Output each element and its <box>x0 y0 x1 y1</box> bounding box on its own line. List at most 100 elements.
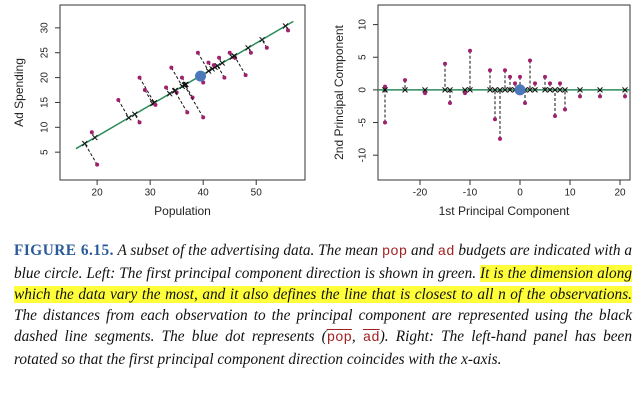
point <box>518 74 522 79</box>
point <box>598 94 602 99</box>
point <box>578 94 582 99</box>
projection <box>547 87 553 93</box>
projection <box>282 23 289 29</box>
point <box>383 84 387 89</box>
projection <box>497 87 503 93</box>
x-axis-label: Population <box>154 204 211 218</box>
point <box>558 81 562 86</box>
x-tick-label: -20 <box>413 188 428 199</box>
projection <box>527 87 533 93</box>
projection <box>507 87 513 93</box>
point <box>222 75 227 80</box>
point <box>137 120 142 125</box>
point <box>211 63 216 68</box>
y-tick-label: 20 <box>40 72 51 84</box>
x-tick-label: -10 <box>463 188 478 199</box>
point <box>423 91 427 96</box>
projection <box>422 87 428 93</box>
point <box>206 60 211 65</box>
projection <box>577 87 583 93</box>
point <box>508 74 512 79</box>
projection <box>502 87 508 93</box>
x-axis-label: 1st Principal Component <box>439 204 570 218</box>
y-tick-label: 10 <box>40 121 51 133</box>
projection <box>442 87 448 93</box>
projection <box>552 87 558 93</box>
point <box>89 130 94 135</box>
point <box>383 120 387 125</box>
y-tick-label: 15 <box>40 96 51 108</box>
point <box>286 28 291 33</box>
x-tick-label: 20 <box>92 188 104 199</box>
caption-text: A subset of the advertising data. The me… <box>113 242 382 259</box>
x-tick-label: 30 <box>145 188 157 199</box>
projection <box>131 111 138 118</box>
point <box>243 73 248 78</box>
mean-point <box>195 70 207 82</box>
y-tick-label: 0 <box>358 87 369 93</box>
x-tick-label: 10 <box>564 188 576 199</box>
point <box>548 81 552 86</box>
figure: 20 30 40 50 5 10 15 20 25 30 Population Ad Spending… <box>12 4 631 218</box>
point <box>488 68 492 73</box>
plot-frame <box>59 4 306 181</box>
point <box>543 74 547 79</box>
residual <box>84 143 98 165</box>
point <box>185 110 190 115</box>
point <box>264 45 269 50</box>
caption-text: budgets are indicated with a blue circle… <box>14 242 633 282</box>
point <box>623 94 627 99</box>
projection <box>92 134 98 141</box>
point <box>523 100 527 105</box>
code: pop <box>381 244 408 260</box>
x-tick-label: 0 <box>517 188 523 199</box>
projection <box>181 82 188 89</box>
projection <box>487 87 493 93</box>
projection <box>467 87 473 93</box>
x-tick-label: 20 <box>614 188 626 199</box>
y-axis-label: Ad Spending <box>12 58 26 127</box>
point <box>116 97 121 102</box>
residual <box>217 65 225 78</box>
projection <box>171 88 178 94</box>
point <box>179 75 184 80</box>
projection <box>447 87 453 93</box>
caption-text: ). Right: The left-hand panel has been r… <box>14 328 632 368</box>
residual <box>139 77 155 104</box>
projection <box>259 36 265 43</box>
y-tick-label: 30 <box>40 22 51 34</box>
y-tick-label: 5 <box>40 149 51 155</box>
caption: FIGURE 6.15. A subset of the advertising… <box>14 240 633 370</box>
caption-text: and <box>407 242 438 259</box>
point <box>142 88 147 93</box>
projection <box>166 90 173 97</box>
residual <box>183 84 204 118</box>
projection <box>81 140 88 147</box>
point <box>448 100 452 105</box>
point <box>137 75 142 80</box>
x-tick-label: 40 <box>198 188 210 199</box>
residual <box>170 67 183 87</box>
y-tick-label: 25 <box>40 47 51 59</box>
residual <box>233 55 247 76</box>
projection <box>597 87 603 93</box>
point <box>195 50 200 55</box>
projection <box>557 87 563 93</box>
y-tick-label: -5 <box>358 118 369 127</box>
projection <box>209 66 216 72</box>
point <box>95 162 100 167</box>
code: pop <box>326 330 352 346</box>
point <box>493 117 497 122</box>
projection <box>125 114 132 121</box>
projection <box>622 87 628 93</box>
caption-text: The distances from each observation to t… <box>14 307 632 345</box>
x-tick-label: 50 <box>251 188 263 199</box>
residual <box>144 89 154 104</box>
projection <box>402 87 408 93</box>
projection <box>382 87 388 93</box>
residual <box>174 90 188 113</box>
code: ad <box>437 244 455 260</box>
projection <box>205 68 212 74</box>
projection <box>219 60 226 66</box>
code: ad <box>362 330 380 346</box>
